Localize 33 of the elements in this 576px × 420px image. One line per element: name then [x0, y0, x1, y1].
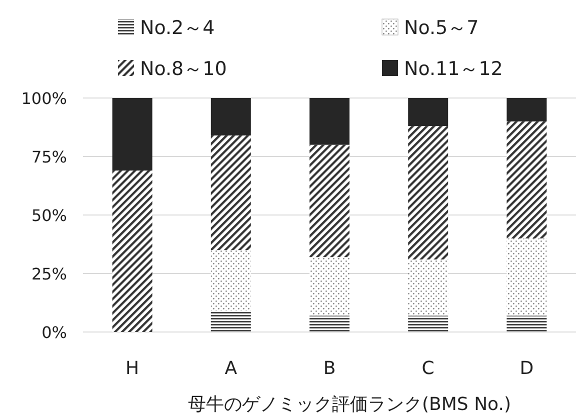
x-axis-title: 母牛のゲノミック評価ランク(BMS No.) — [188, 394, 511, 415]
y-tick-label: 100% — [21, 89, 67, 108]
bar — [112, 170, 152, 332]
x-tick-label: B — [323, 358, 336, 379]
legend-label: No.8～10 — [140, 58, 227, 80]
bar — [210, 310, 251, 332]
x-tick-label: C — [422, 358, 434, 379]
bar — [210, 250, 251, 311]
bar — [310, 144, 350, 258]
x-tick-label: A — [224, 358, 238, 379]
bar — [210, 135, 251, 250]
x-tick-label: H — [126, 358, 140, 379]
bar — [310, 257, 350, 316]
y-tick-label: 0% — [42, 323, 67, 342]
bar — [408, 98, 448, 126]
bar — [506, 98, 547, 122]
bar — [506, 121, 547, 238]
bar — [408, 316, 448, 332]
bar — [112, 98, 152, 171]
legend-label: No.2～4 — [140, 17, 215, 39]
bar — [310, 316, 350, 332]
y-tick-label: 25% — [31, 264, 67, 284]
bar — [310, 98, 350, 145]
bar — [506, 316, 547, 332]
bar — [408, 126, 448, 260]
y-tick-label: 50% — [31, 206, 67, 225]
legend-label: No.11～12 — [404, 58, 503, 80]
legend-label: No.5～7 — [404, 17, 479, 39]
x-tick-label: D — [520, 358, 534, 379]
bar — [210, 98, 251, 136]
y-tick-label: 75% — [31, 148, 67, 166]
bar — [506, 238, 547, 316]
bar — [408, 259, 448, 316]
